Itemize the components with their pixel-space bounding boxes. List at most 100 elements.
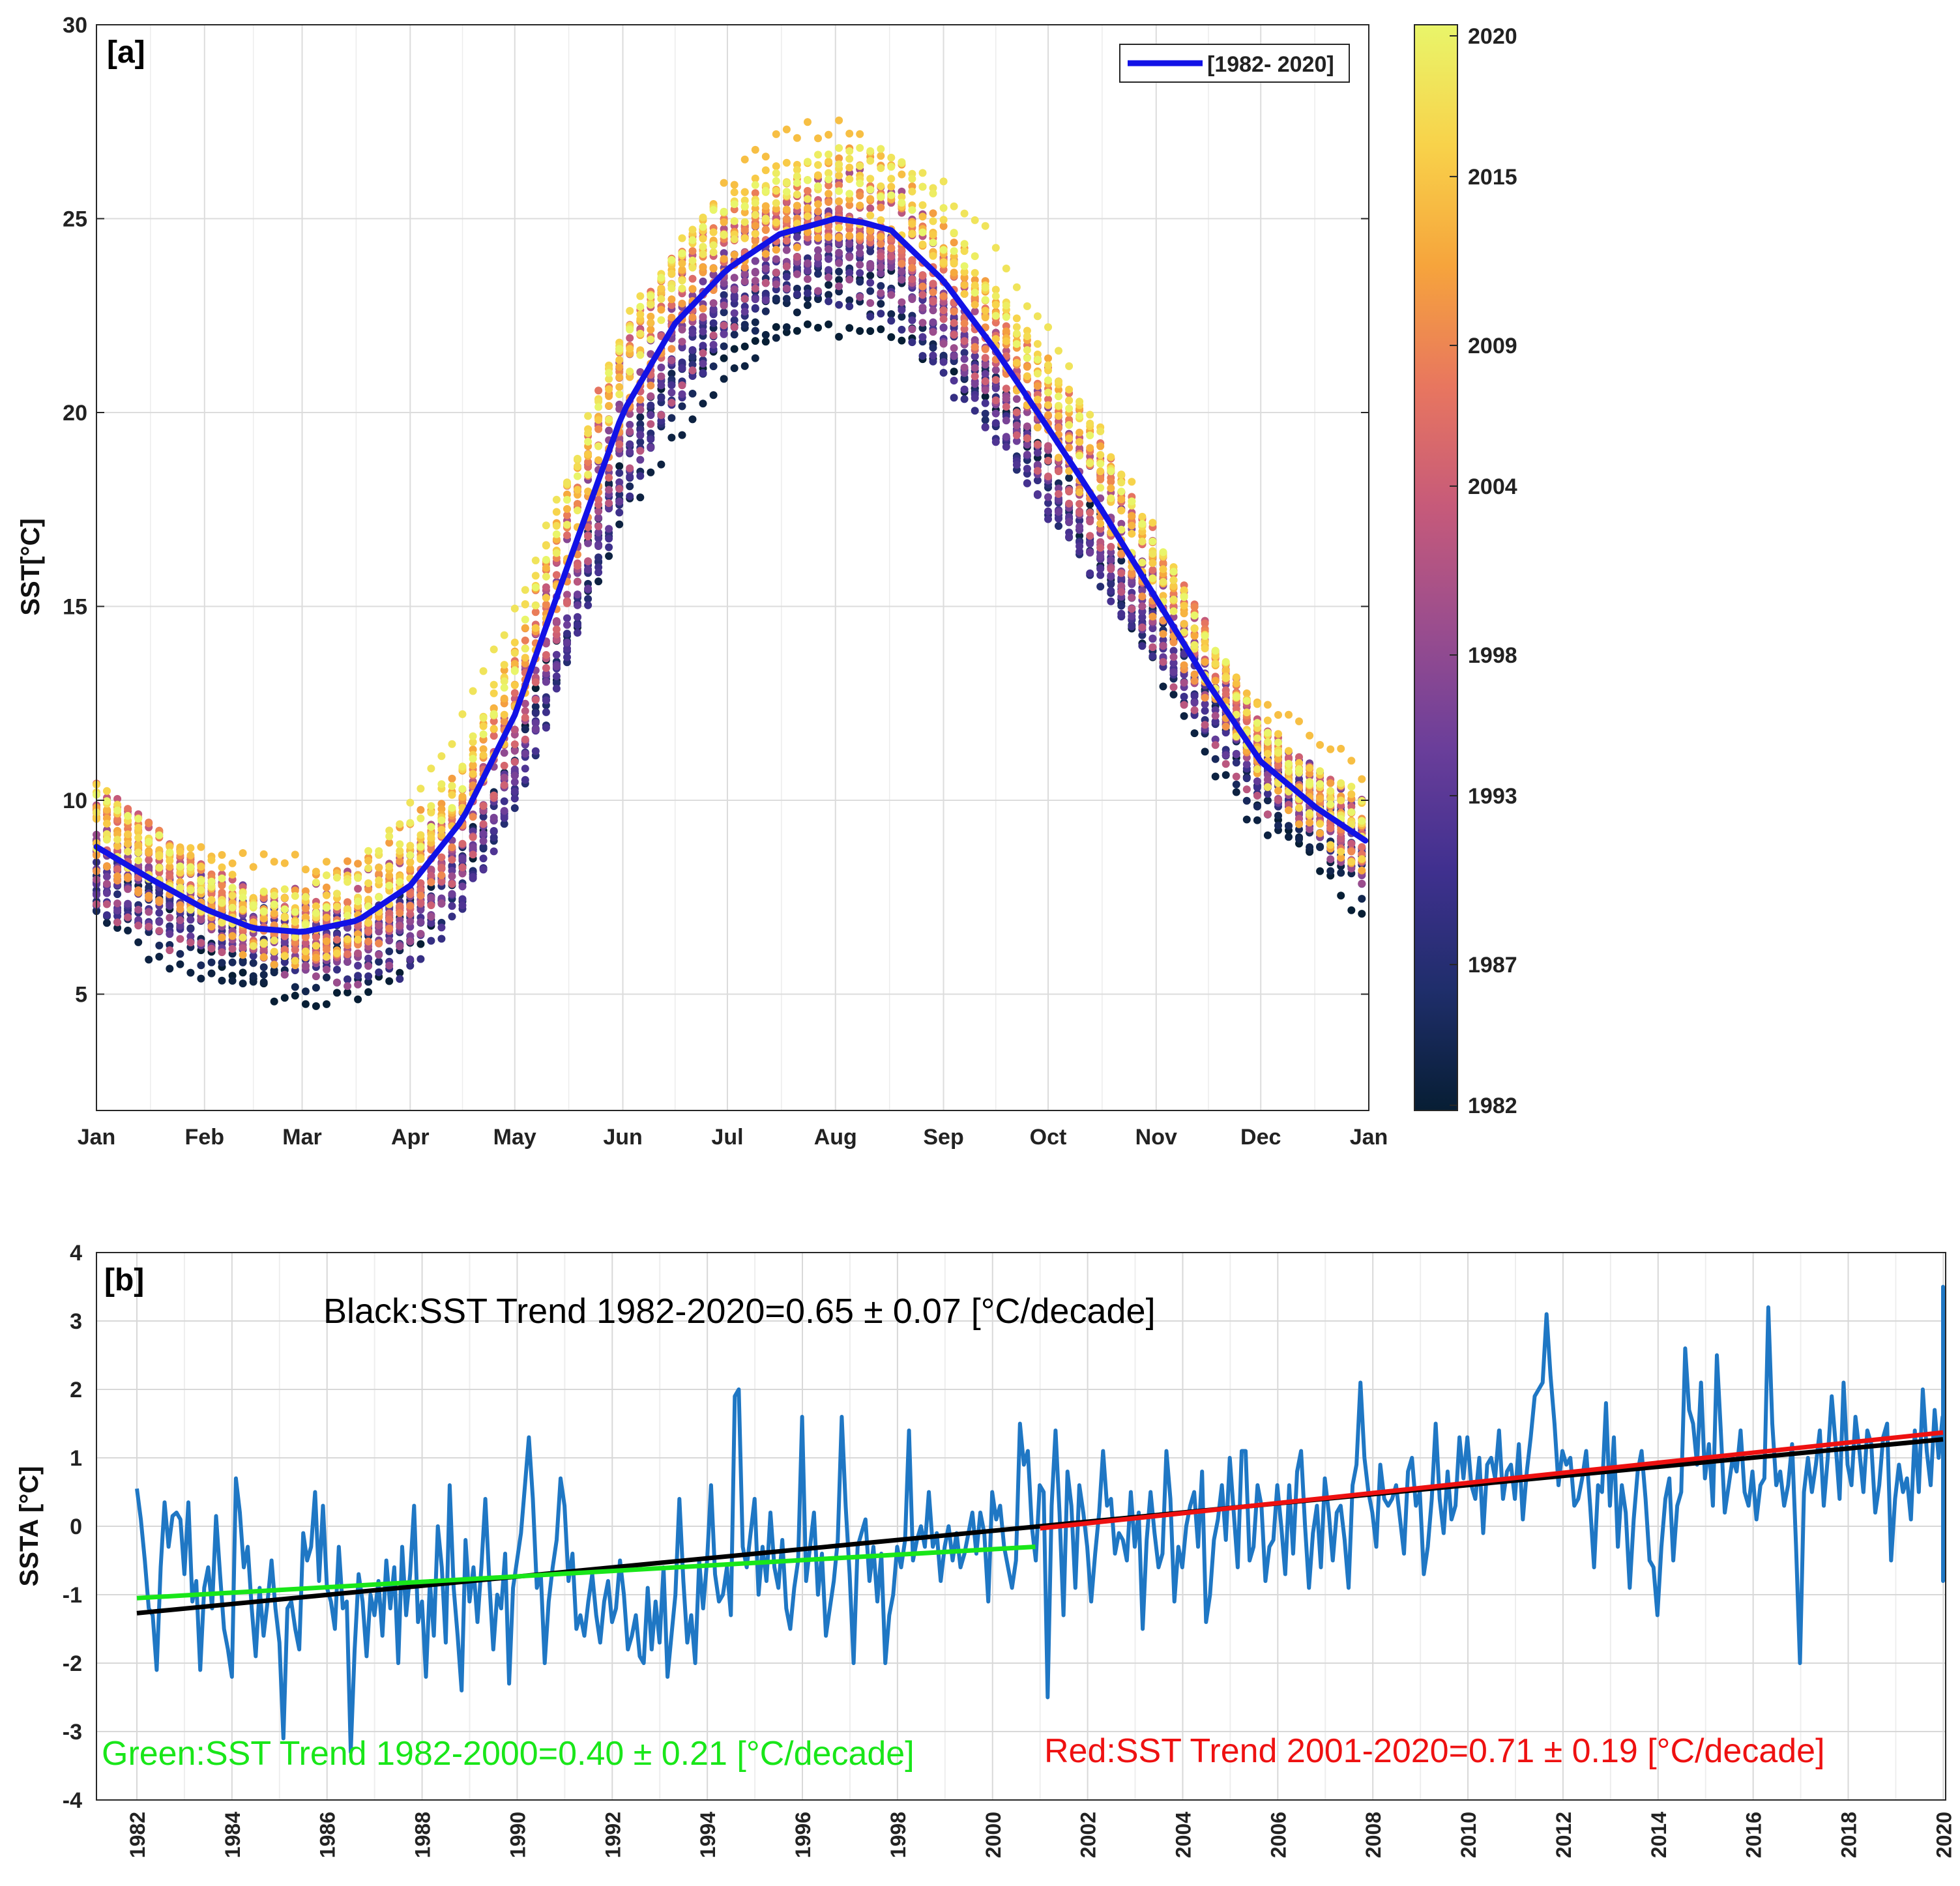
sst-point [239,958,247,966]
sst-point [1107,543,1115,551]
sst-point [417,940,425,948]
sst-point [1169,683,1178,691]
sst-point [730,188,739,196]
panel-a-x-ticks: Jan Feb Mar Apr May Jun Jul Aug Sep Oct Nov Dec Jan [78,1125,1388,1150]
sst-point [417,831,425,839]
sst-point [667,388,676,397]
sst-point [866,299,875,307]
sst-point [1075,452,1084,460]
sst-point [385,839,394,847]
sst-point [793,172,801,181]
sst-point [1180,586,1188,594]
sst-point [1002,313,1010,321]
sst-point [1190,611,1199,620]
sst-point [1221,666,1230,675]
sst-point [375,870,383,878]
sst-point [1285,806,1293,815]
sst-point [1044,493,1052,501]
sst-point [1044,354,1052,362]
sst-point [479,714,488,722]
sst-point [323,937,330,946]
sst-point [804,275,812,283]
sst-point [197,974,205,983]
sst-point [730,235,739,244]
sst-point [761,338,770,346]
sst-point [699,277,707,285]
sst-point [898,199,906,207]
sst-point [1002,301,1010,310]
sst-point [835,332,843,341]
sst-point [323,973,330,981]
sst-point [479,813,488,821]
sst-point [1044,507,1052,515]
sst-point [1211,676,1220,685]
sst-point [1148,537,1157,545]
colorbar-tick-label: 1987 [1468,953,1517,978]
sst-point [908,275,916,283]
sst-point [1107,597,1115,605]
y-tick-label: -3 [63,1720,82,1745]
sst-point [364,978,373,986]
x-tick-label: 1988 [411,1812,435,1858]
sst-point [1086,431,1094,440]
sst-point [740,277,749,285]
sst-point [626,482,634,491]
sst-point [709,319,718,327]
sst-point [856,179,864,188]
y-tick-label: 25 [63,207,87,232]
sst-point [1211,706,1220,714]
sst-point [594,568,603,577]
sst-point [1201,619,1209,628]
sst-point [469,843,477,852]
sst-point [1190,631,1199,640]
sst-point [1232,693,1240,701]
sst-point [761,202,770,210]
sst-point [124,847,132,856]
sst-point [1055,467,1062,476]
sst-point [1232,788,1240,796]
sst-point [720,342,728,351]
sst-point [584,412,592,420]
sst-point [542,521,550,530]
panel-a-frame [96,24,1369,1111]
panel-a-label: [a] [107,35,145,70]
sst-point [845,175,854,183]
sst-point [1263,701,1272,709]
sst-point [385,909,394,918]
sst-point [898,313,906,321]
sst-point [333,890,341,898]
sst-point [1337,744,1345,753]
sst-point [1148,519,1157,527]
sst-point [981,354,989,362]
sst-point [197,938,205,947]
sst-point [825,273,833,282]
sst-point [772,255,780,263]
sst-point [385,961,394,970]
sst-point [218,850,226,859]
x-tick-label: 2000 [982,1812,1005,1858]
sst-point [709,306,718,313]
sst-point [448,856,456,864]
sst-point [615,497,624,506]
sst-point [375,957,383,966]
sst-point [740,321,749,329]
sst-point [1117,557,1126,565]
sst-point [1242,760,1251,768]
sst-point [1221,658,1230,666]
sst-point [1065,467,1074,475]
sst-point [574,601,581,609]
sst-point [772,280,780,289]
sst-point [574,621,581,630]
sst-point [1159,565,1167,573]
x-tick-label: 2018 [1837,1812,1861,1858]
colorbar-gradient [1414,24,1458,1111]
panel-a-y-axis-label: SST[°C] [16,518,45,615]
sst-point [1253,765,1261,774]
sst-point [134,834,143,842]
sst-point [500,718,508,726]
sst-point [740,188,749,196]
sst-point [991,285,1000,294]
sst-point [918,319,927,327]
sst-point [417,955,425,963]
sst-point [574,577,581,586]
